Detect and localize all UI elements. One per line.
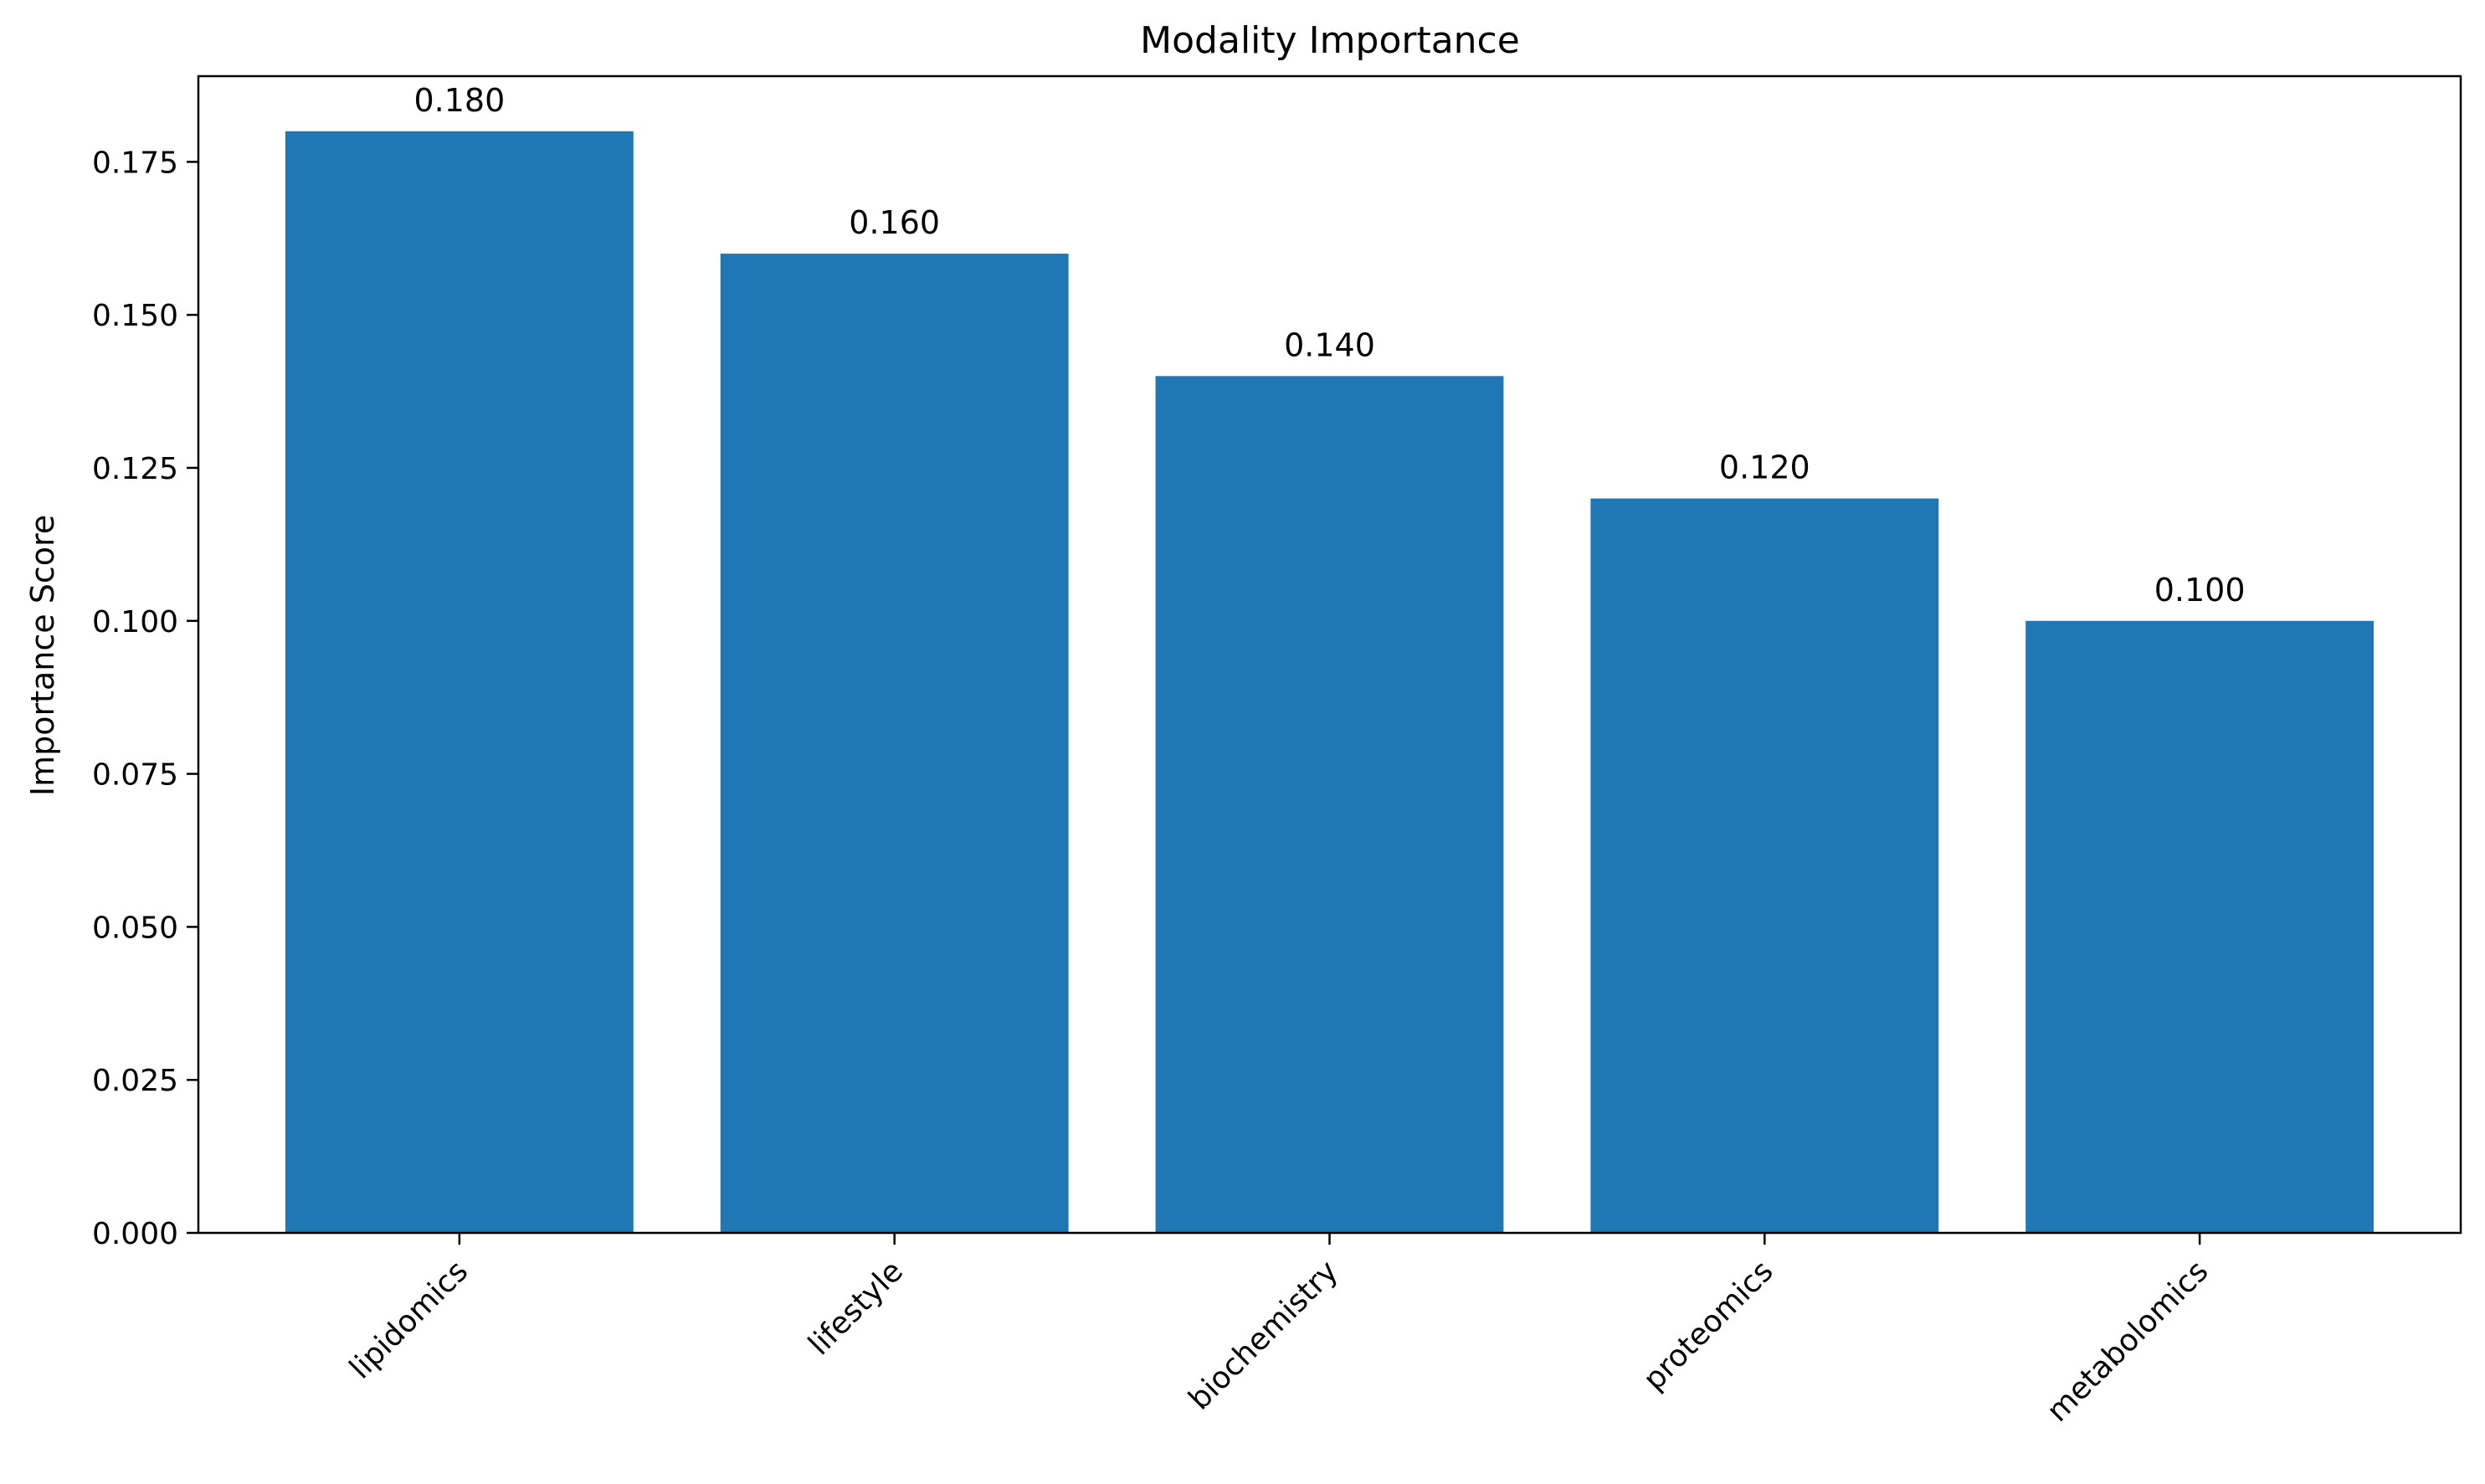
bar-lipidomics <box>285 131 634 1233</box>
bar-biochemistry <box>1155 376 1504 1234</box>
y-tick-label: 0.175 <box>92 146 178 180</box>
y-tick-label: 0.125 <box>92 452 178 486</box>
x-tick-label: proteomics <box>1637 1254 1780 1397</box>
data-label-lipidomics: 0.180 <box>413 82 505 119</box>
y-axis-label: Importance Score <box>24 515 61 796</box>
bars <box>285 131 2375 1234</box>
data-label-biochemistry: 0.140 <box>1284 326 1375 363</box>
plot-frame <box>197 74 2462 1235</box>
data-labels: 0.180 0.160 0.140 0.120 0.100 <box>413 82 2245 608</box>
x-axis-ticks: lipidomics lifestyle biochemistry proteomic… <box>343 1233 2215 1429</box>
chart-title: Modality Importance <box>1140 19 1520 62</box>
data-label-proteomics: 0.120 <box>1719 449 1810 486</box>
x-tick-label: biochemistry <box>1183 1254 1345 1416</box>
data-label-lifestyle: 0.160 <box>849 204 940 241</box>
bar-metabolomics <box>2025 620 2375 1233</box>
x-tick-label: lipidomics <box>343 1254 475 1385</box>
y-tick-label: 0.150 <box>92 299 178 333</box>
y-tick-label: 0.025 <box>92 1064 178 1098</box>
y-axis-ticks: 0.000 0.025 0.050 0.075 0.100 0.125 0.150 0.175 <box>92 146 198 1251</box>
bar-proteomics <box>1590 498 1939 1233</box>
data-label-metabolomics: 0.100 <box>2154 572 2246 608</box>
y-tick-label: 0.075 <box>92 758 178 793</box>
x-tick-label: metabolomics <box>2041 1254 2215 1429</box>
y-tick-label: 0.100 <box>92 605 178 639</box>
bar-lifestyle <box>720 254 1069 1233</box>
y-tick-label: 0.050 <box>92 911 178 945</box>
x-tick-label: lifestyle <box>802 1254 910 1362</box>
y-tick-label: 0.000 <box>92 1217 178 1251</box>
